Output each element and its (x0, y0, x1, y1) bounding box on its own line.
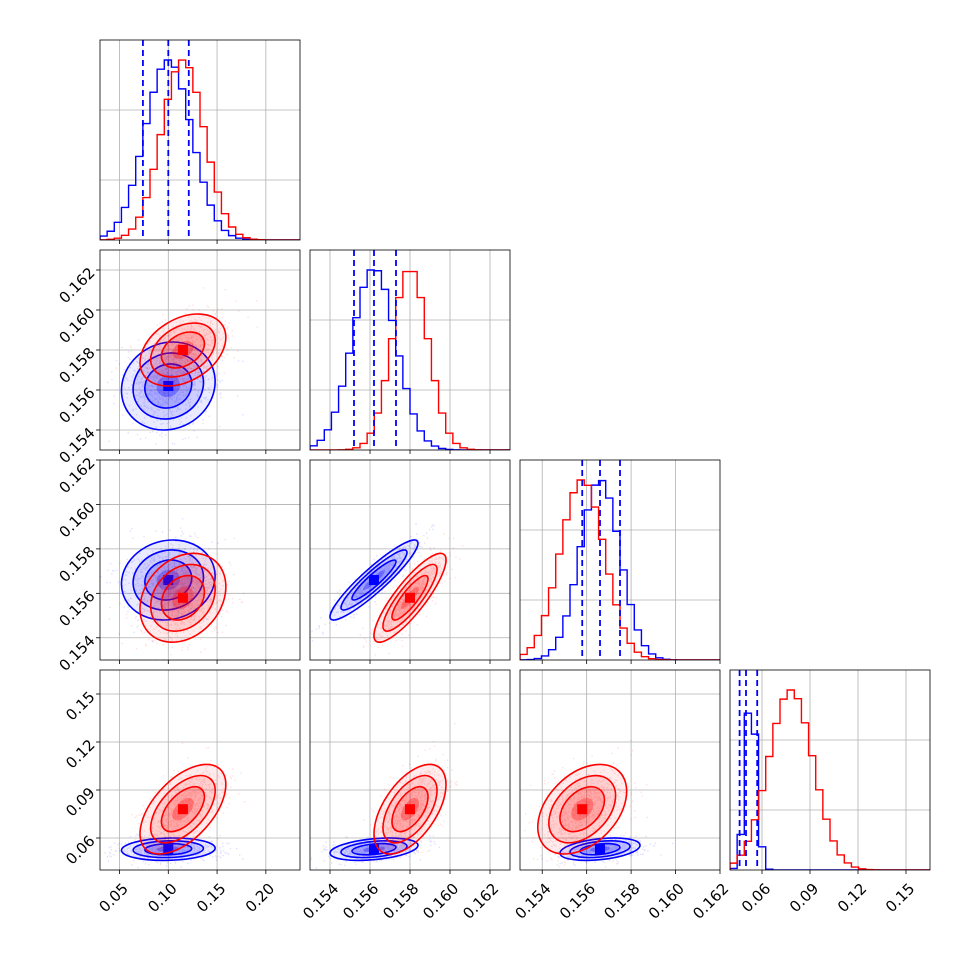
x-tick-label: 0.162 (689, 880, 732, 923)
histogram-blue (100, 59, 300, 240)
histogram-blue (730, 712, 930, 870)
x-tick-label: 0.156 (339, 880, 382, 923)
y-tick-label: 0.160 (55, 498, 98, 541)
panel-content (107, 287, 258, 445)
scatter-red (524, 739, 648, 868)
panel-content (524, 739, 674, 868)
panel-0-0 (99, 39, 301, 244)
scatter-red (115, 287, 258, 402)
panel-content (520, 460, 720, 660)
x-tick-label: 0.05 (96, 880, 132, 916)
density-peak-red (405, 592, 415, 603)
panel-frame (99, 669, 301, 871)
panel-3-2 (519, 669, 721, 874)
y-tick-label: 0.156 (55, 384, 98, 427)
density-peak-red (577, 804, 588, 815)
x-tick-label: 0.10 (144, 880, 180, 916)
panel-content (100, 518, 245, 660)
panel-content (311, 523, 464, 656)
panel-frame (99, 39, 301, 241)
panel-1-1 (309, 249, 511, 454)
panel-3-3 (729, 669, 931, 874)
density-peak-blue (595, 844, 605, 855)
y-tick-label: 0.158 (55, 543, 98, 586)
y-tick-label: 0.12 (62, 736, 98, 772)
scatter-red (121, 535, 245, 660)
panel-1-0 (96, 249, 301, 454)
x-tick-label: 0.160 (645, 880, 688, 923)
x-tick-label: 0.156 (556, 880, 599, 923)
density-peak-red (177, 592, 188, 603)
panel-frame (729, 669, 931, 871)
x-tick-label: 0.158 (379, 880, 422, 923)
density-peak-red (405, 804, 415, 815)
y-tick-label: 0.154 (55, 632, 98, 675)
panel-frame (519, 459, 721, 661)
scatter-red (362, 722, 458, 862)
panel-2-0 (96, 459, 301, 664)
x-tick-label: 0.20 (242, 880, 278, 916)
panel-2-2 (519, 459, 721, 664)
histogram-red (100, 59, 300, 240)
y-tick-label: 0.156 (55, 587, 98, 630)
x-tick-label: 0.158 (600, 880, 643, 923)
histogram-red (730, 689, 930, 870)
x-tick-label: 0.160 (419, 880, 462, 923)
y-tick-label: 0.158 (55, 344, 98, 387)
density-peak-blue (369, 575, 379, 585)
panel-content (100, 742, 246, 870)
x-tick-label: 0.154 (511, 880, 554, 923)
y-tick-label: 0.160 (55, 304, 98, 347)
panel-content (100, 40, 300, 240)
panel-2-1 (309, 459, 511, 664)
y-tick-label: 0.09 (62, 784, 98, 820)
y-tick-label: 0.06 (62, 832, 98, 868)
x-tick-label: 0.15 (882, 880, 918, 916)
x-tick-label: 0.154 (299, 880, 342, 923)
y-tick-label: 0.15 (62, 688, 98, 724)
panel-frame (99, 459, 301, 661)
x-tick-label: 0.15 (193, 880, 229, 916)
y-tick-label: 0.162 (55, 264, 98, 307)
x-tick-label: 0.06 (738, 880, 774, 916)
x-tick-label: 0.162 (459, 880, 502, 923)
panel-content (730, 670, 930, 870)
x-tick-label: 0.12 (834, 880, 870, 916)
panel-3-1 (309, 669, 511, 874)
density-peak-red (177, 804, 188, 815)
x-tick-label: 0.09 (786, 880, 822, 916)
density-peak-blue (163, 844, 174, 855)
panel-content (310, 722, 458, 870)
density-peak-blue (369, 844, 379, 855)
density-peak-blue (163, 575, 174, 585)
scatter-blue (540, 834, 674, 867)
panel-3-0 (96, 669, 301, 874)
density-peak-red (177, 345, 188, 355)
panel-frame (519, 669, 721, 871)
